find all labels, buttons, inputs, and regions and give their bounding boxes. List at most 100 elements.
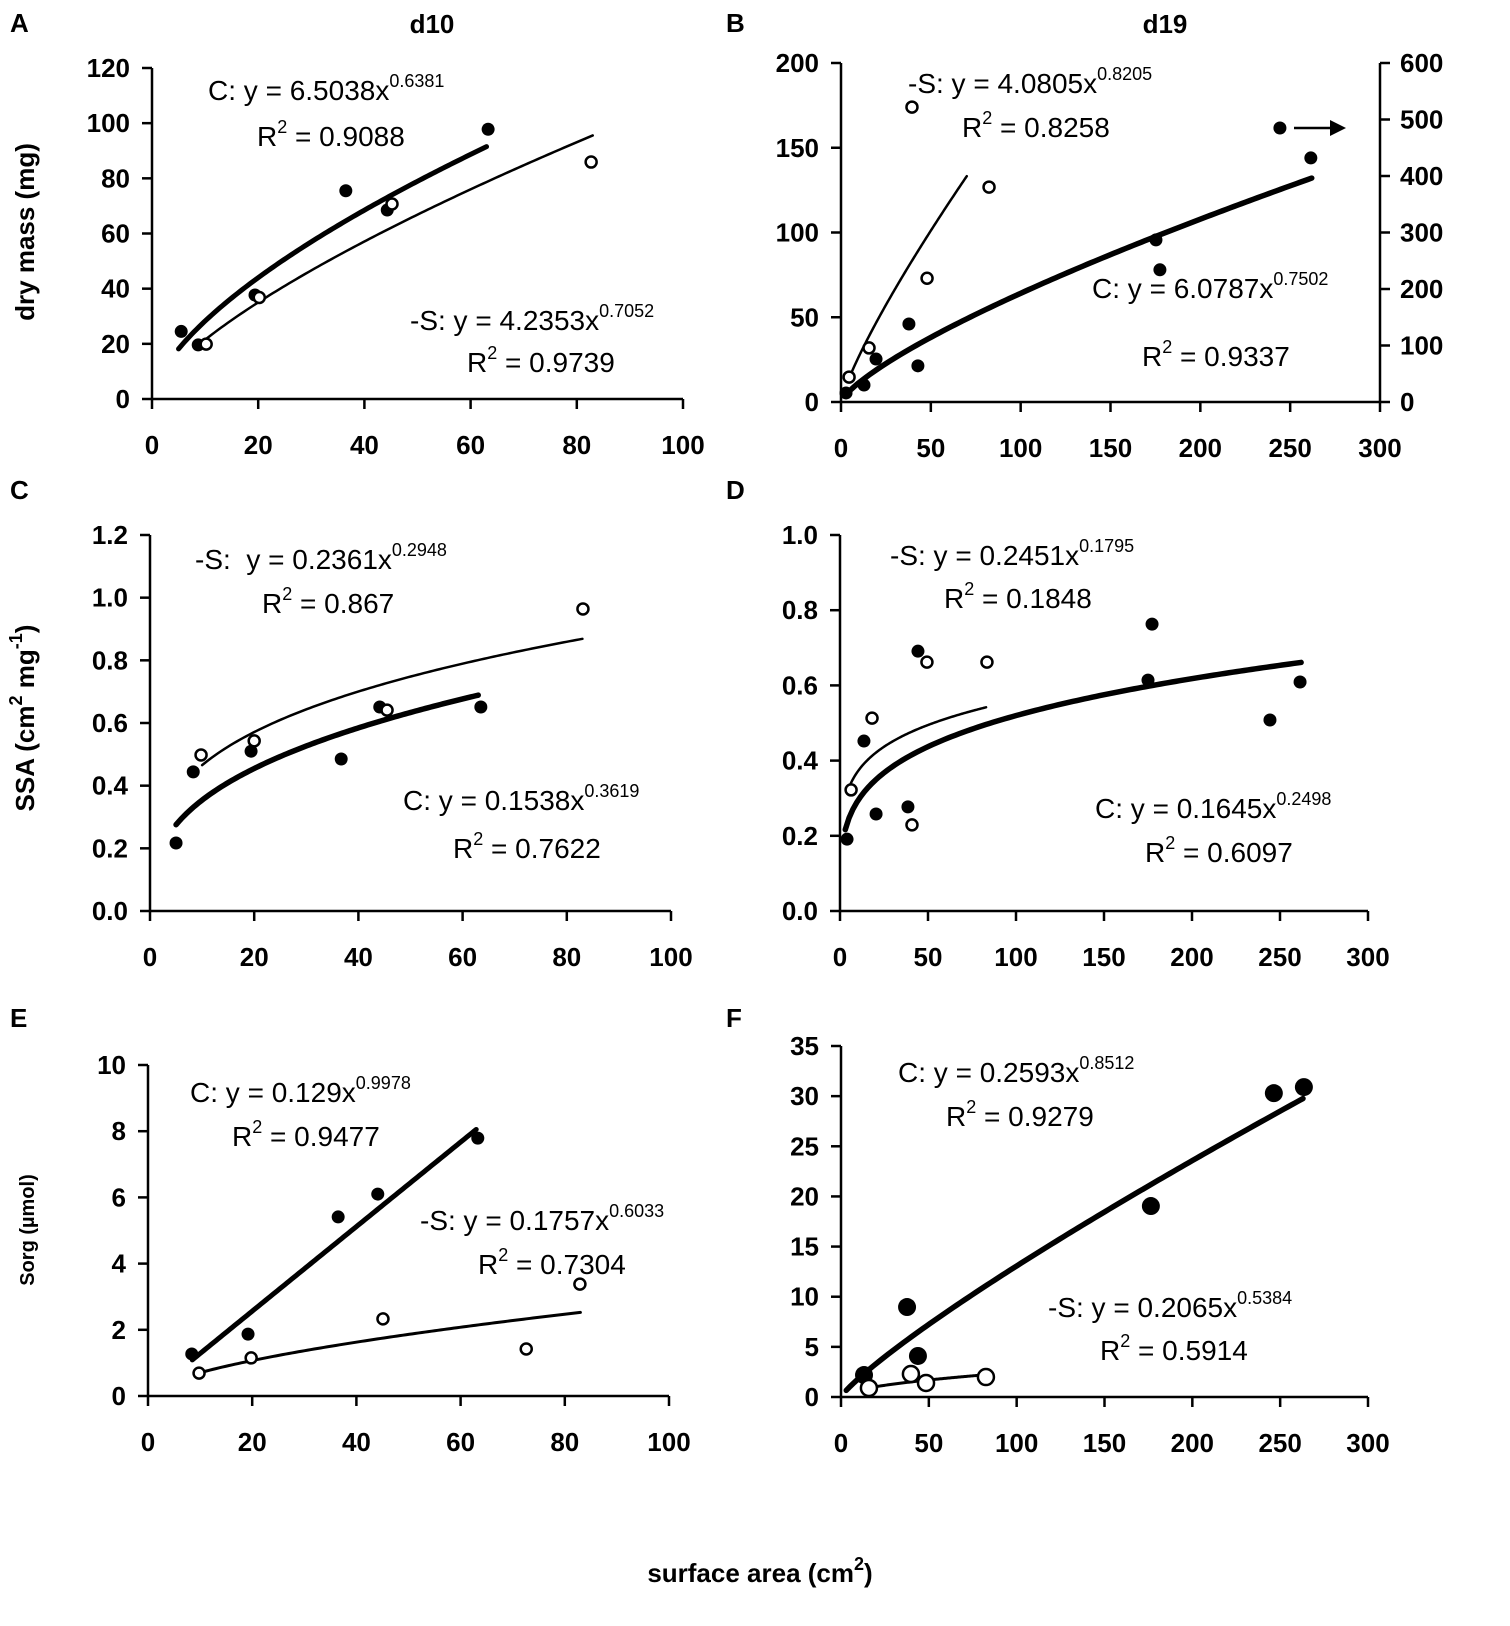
label-text: surface area (cm [647,1558,854,1588]
data-point-c [1304,151,1318,165]
x-tick-label: 0 [833,942,847,972]
series-name: C [1095,793,1115,824]
r-squared-value: = 0.7622 [483,833,601,864]
equation-exponent: 0.8205 [1097,64,1152,84]
r-squared-value: = 0.9337 [1172,341,1290,372]
superscript: 2 [6,695,26,705]
equation-text: : y = 0.2451x [918,540,1079,571]
data-point-c [869,352,883,366]
fit-equation: -S: y = 0.2361x0.2948 [195,540,447,575]
r-superscript: 2 [966,1097,976,1117]
x-tick-label: 60 [446,1427,475,1457]
data-point-c [371,1187,385,1201]
x-axis-label: surface area (cm2) [647,1554,872,1588]
series-name: C [1092,273,1112,304]
r-squared: R2 = 0.1848 [944,579,1092,614]
data-point-c [1264,1084,1283,1103]
data-point-minus-s [199,337,213,351]
r-superscript: 2 [277,117,287,137]
fit-equation: -S: y = 0.1757x0.6033 [420,1201,664,1236]
r-squared: R2 = 0.8258 [962,108,1110,143]
x-tick-label: 300 [1346,942,1389,972]
data-point-minus-s [576,602,590,616]
x-tick-label: 80 [562,430,591,460]
data-point-minus-s [844,783,858,797]
fit-curve-c [843,175,1315,397]
x-tick-label: 50 [914,942,943,972]
panel-title: d10 [410,9,455,39]
series-name: -S [908,68,936,99]
r-symbol: R [232,1121,252,1152]
y-tick-label: 0.4 [92,771,129,801]
r-superscript: 2 [1165,833,1175,853]
x-tick-label: 150 [1082,942,1125,972]
r-symbol: R [1145,837,1165,868]
fit-curve-minus-s [846,174,969,382]
r-symbol: R [1142,341,1162,372]
panel-letter: B [726,8,745,38]
y-tick-label: 0.4 [782,746,819,776]
data-point-c [244,744,258,758]
y-tick-label: 6 [112,1182,126,1212]
x-tick-label: 300 [1358,433,1401,463]
r-squared: R2 = 0.9088 [257,117,405,152]
y-tick-label: 4 [112,1249,127,1279]
y-tick-label: 80 [101,163,130,193]
data-point-minus-s [920,655,934,669]
y-axis-label: Sorg (µmol) [17,1174,39,1286]
y-axis-label: SSA (cm2 mg-1) [6,625,40,812]
y-tick-label: 5 [805,1332,819,1362]
data-point-c [174,324,188,338]
equation-text: : y = 0.2593x [918,1057,1079,1088]
right-axis-arrow-head [1330,120,1346,136]
data-point-c [839,386,853,400]
x-tick-label: 250 [1268,433,1311,463]
equation-text: : y = 4.2353x [438,305,599,336]
data-point-minus-s [862,341,876,355]
data-point-c [1149,233,1163,247]
equation-exponent: 0.3619 [584,781,639,801]
fit-curve-minus-s [203,134,594,341]
fit-equation: C: y = 0.1538x0.3619 [403,781,639,816]
y-tick-label: 100 [87,108,130,138]
data-point-c [339,184,353,198]
r-symbol: R [262,588,282,619]
equation-exponent: 0.2498 [1276,789,1331,809]
r-symbol: R [1100,1335,1120,1366]
data-point-c [331,1210,345,1224]
data-point-minus-s [584,155,598,169]
label-text: dry mass (mg) [10,143,40,321]
equation-text: : y = 0.1645x [1115,793,1276,824]
equation-exponent: 0.7502 [1273,269,1328,289]
fit-equation: -S: y = 4.2353x0.7052 [410,301,654,336]
data-point-c [1141,673,1155,687]
y-tick-label: 0 [112,1381,126,1411]
y2-tick-label: 0 [1400,387,1414,417]
data-point-minus-s [252,290,267,305]
y-tick-label: 35 [790,1031,819,1061]
fit-curve-c [173,692,481,828]
data-point-c [1293,675,1307,689]
data-point-minus-s [194,748,208,762]
y-tick-label: 0.2 [92,833,128,863]
y-tick-label: 0.8 [782,595,818,625]
panel-letter: A [10,8,29,38]
label-text: SSA (cm [10,705,40,811]
y-tick-label: 1.2 [92,520,128,550]
x-tick-label: 100 [649,942,692,972]
equation-text: : y = 6.5038x [228,75,389,106]
fit-curve-c [189,1126,479,1363]
series-name: C [403,785,423,816]
data-point-minus-s [859,1378,879,1398]
data-point-minus-s [192,1366,206,1380]
y-tick-label: 1.0 [92,583,128,613]
x-tick-label: 40 [342,1427,371,1457]
panel-letter: E [10,1003,27,1033]
equation-exponent: 0.2948 [392,540,447,560]
y2-tick-label: 500 [1400,105,1443,135]
r-squared-value: = 0.5914 [1130,1335,1248,1366]
r-squared-value: = 0.7304 [508,1249,626,1280]
y-tick-label: 100 [776,218,819,248]
